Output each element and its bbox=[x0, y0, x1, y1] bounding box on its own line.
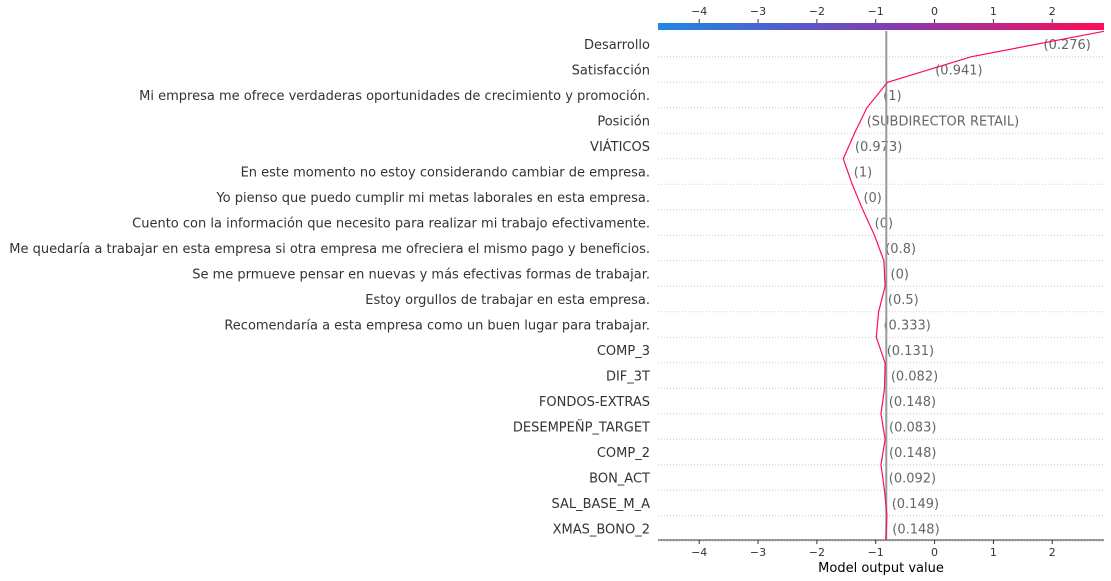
feature-label: Yo pienso que puedo cumplir mi metas lab… bbox=[215, 191, 650, 206]
bottom-tick-label: −1 bbox=[868, 546, 884, 559]
feature-value-label: (SUBDIRECTOR RETAIL) bbox=[867, 115, 1019, 130]
feature-value-label: (0.092) bbox=[889, 472, 936, 487]
feature-value-label: (0.5) bbox=[888, 293, 919, 308]
feature-value-label: (0) bbox=[891, 268, 909, 283]
colorbar bbox=[658, 23, 1104, 30]
x-axes: −4 −3 −2 −1 0 1 2 −4 −3 −2 −1 0 1 2 bbox=[658, 5, 1104, 559]
feature-label: Satisfacción bbox=[572, 64, 650, 79]
feature-label: FONDOS-EXTRAS bbox=[539, 395, 650, 410]
feature-label: Recomendaría a esta empresa como un buen… bbox=[224, 319, 650, 334]
feature-value-label: (0) bbox=[875, 217, 893, 232]
feature-value-label: (0.148) bbox=[892, 523, 939, 538]
feature-label: DESEMPEÑP_TARGET bbox=[513, 420, 650, 436]
top-tick-label: 1 bbox=[990, 5, 997, 18]
feature-label: Se me prmueve pensar en nuevas y más efe… bbox=[192, 268, 650, 283]
feature-label: COMP_3 bbox=[597, 344, 650, 359]
feature-value-label: (0.149) bbox=[892, 497, 939, 512]
feature-value-label: (0.276) bbox=[1044, 38, 1091, 53]
feature-value-label: (0.148) bbox=[889, 395, 936, 410]
feature-value-label: (0.973) bbox=[855, 140, 902, 155]
top-tick-label: −1 bbox=[868, 5, 884, 18]
feature-label: Me quedaría a trabajar en esta empresa s… bbox=[9, 242, 650, 257]
feature-value-label: (0.083) bbox=[889, 421, 936, 436]
feature-value-label: (0.131) bbox=[887, 344, 934, 359]
top-tick-label: 0 bbox=[931, 5, 938, 18]
feature-value-label: (0.148) bbox=[889, 446, 936, 461]
top-tick-label: 2 bbox=[1049, 5, 1056, 18]
feature-label: BON_ACT bbox=[589, 472, 650, 487]
feature-label: SAL_BASE_M_A bbox=[551, 497, 650, 512]
feature-value-label: (0.941) bbox=[935, 64, 982, 79]
feature-label: DIF_3T bbox=[606, 370, 650, 385]
bottom-tick-label: 2 bbox=[1049, 546, 1056, 559]
top-tick-label: −4 bbox=[691, 5, 707, 18]
top-tick-label: −3 bbox=[750, 5, 766, 18]
feature-label: Desarrollo bbox=[584, 38, 650, 53]
bottom-tick-label: −3 bbox=[750, 546, 766, 559]
feature-value-label: (0.333) bbox=[883, 319, 930, 334]
bottom-tick-label: −2 bbox=[809, 546, 825, 559]
bottom-tick-label: 0 bbox=[931, 546, 938, 559]
feature-value-label: (0.8) bbox=[885, 242, 916, 257]
feature-value-label: (0.082) bbox=[891, 370, 938, 385]
feature-label: COMP_2 bbox=[597, 446, 650, 461]
feature-label: VIÁTICOS bbox=[590, 139, 650, 155]
feature-label: Cuento con la información que necesito p… bbox=[132, 217, 650, 232]
x-axis-title: Model output value bbox=[818, 561, 944, 576]
feature-label: En este momento no estoy considerando ca… bbox=[241, 166, 650, 181]
feature-value-label: (1) bbox=[854, 166, 872, 181]
feature-rows: Desarrollo Satisfacción Mi empresa me ofre… bbox=[9, 38, 1104, 542]
decision-path-line bbox=[842, 30, 1105, 541]
feature-label: Estoy orgullos de trabajar en esta empre… bbox=[365, 293, 650, 308]
top-tick-label: −2 bbox=[809, 5, 825, 18]
feature-value-label: (1) bbox=[883, 89, 901, 104]
feature-value-label: (0) bbox=[863, 191, 881, 206]
bottom-tick-label: 1 bbox=[990, 546, 997, 559]
feature-label: XMAS_BONO_2 bbox=[553, 523, 650, 538]
feature-label: Posición bbox=[597, 115, 650, 130]
feature-label: Mi empresa me ofrece verdaderas oportuni… bbox=[139, 89, 650, 104]
bottom-tick-label: −4 bbox=[691, 546, 707, 559]
